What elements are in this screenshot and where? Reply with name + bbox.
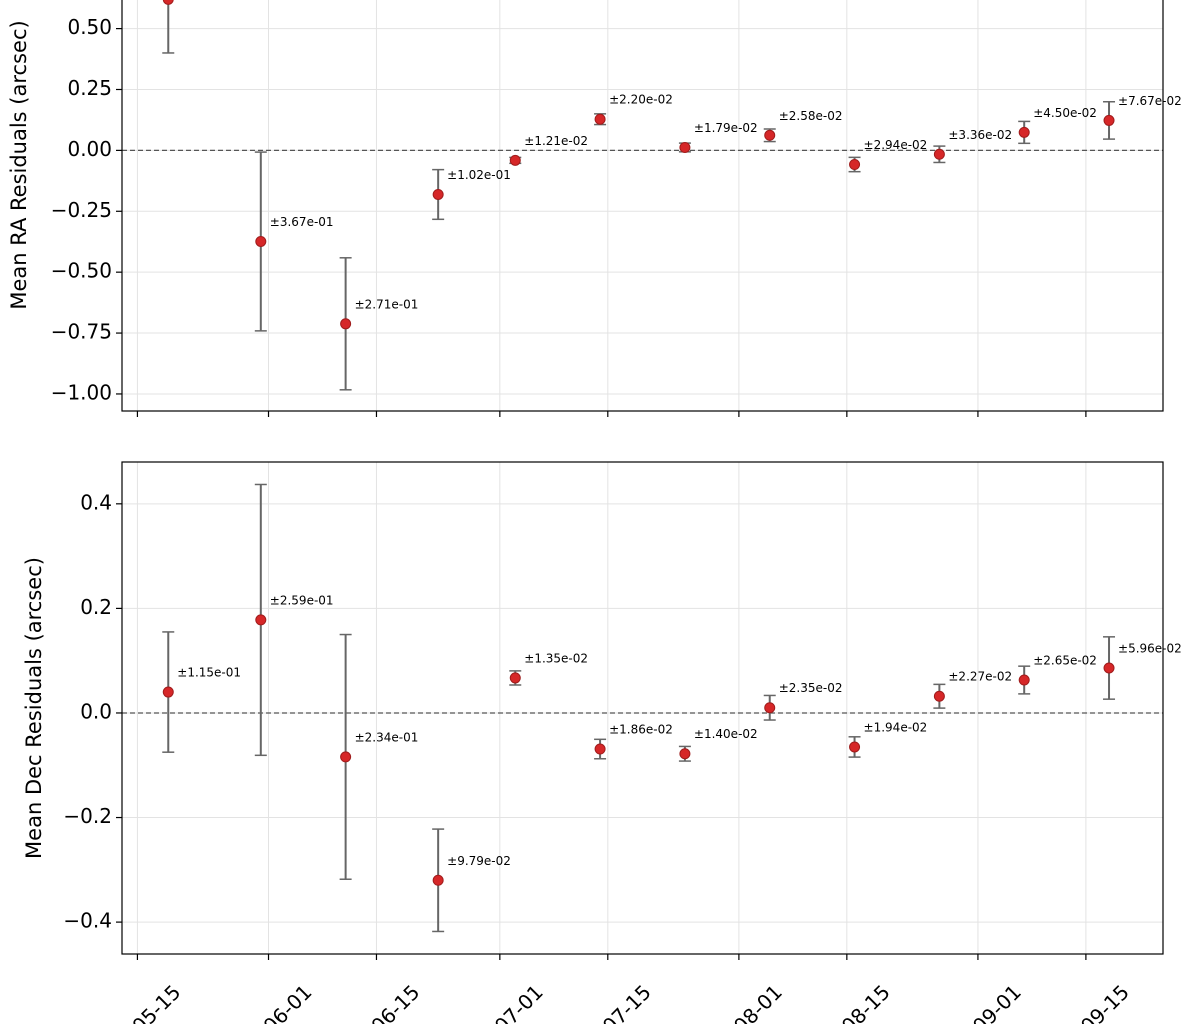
x-tick-label: 07-15 [598, 980, 656, 1024]
error-label: ±5.96e-02 [1118, 642, 1182, 656]
point [255, 614, 267, 626]
error-label: ±3.36e-02 [948, 128, 1012, 142]
point [594, 743, 606, 755]
error-label: ±1.86e-02 [609, 723, 673, 737]
y-tick-label: −0.2 [63, 804, 112, 828]
point [255, 235, 267, 247]
y-tick-label: −0.75 [51, 320, 112, 344]
point [1018, 674, 1030, 686]
error-label: ±2.59e-01 [270, 593, 334, 607]
point [509, 672, 521, 684]
point [849, 741, 861, 753]
x-tick-label: 09-15 [1076, 980, 1134, 1024]
y-tick-label: −0.50 [51, 259, 112, 283]
point [1018, 126, 1030, 138]
point [162, 0, 174, 5]
error-label: ±2.35e-02 [779, 681, 843, 695]
error-label: ±2.58e-02 [779, 109, 843, 123]
point [1103, 662, 1115, 674]
error-label: ±1.35e-02 [524, 651, 588, 665]
error-label: ±3.67e-01 [270, 215, 334, 229]
point [432, 188, 444, 200]
point [340, 751, 352, 763]
point [764, 702, 776, 714]
point [679, 748, 691, 760]
y-axis-label: Mean RA Residuals (arcsec) [7, 20, 31, 309]
y-tick-label: −0.25 [51, 198, 112, 222]
y-tick-label: −0.4 [63, 909, 112, 933]
plot-frame [121, 461, 1164, 955]
plot-frame [121, 0, 1164, 412]
error-label: ±1.40e-02 [694, 727, 758, 741]
point [933, 148, 945, 160]
error-label: ±2.20e-02 [609, 93, 673, 107]
y-tick-label: 0.4 [80, 490, 112, 514]
error-label: ±4.50e-02 [1033, 106, 1097, 120]
error-label: ±1.02e-01 [447, 168, 511, 182]
point [162, 686, 174, 698]
point [432, 874, 444, 886]
point [594, 113, 606, 125]
point [340, 318, 352, 330]
y-tick-label: 0.0 [80, 699, 112, 723]
x-tick-label: 08-01 [729, 980, 787, 1024]
point [849, 159, 861, 171]
error-label: ±2.71e-01 [355, 297, 419, 311]
x-tick-label: 06-01 [258, 980, 316, 1024]
error-label: ±1.15e-01 [177, 666, 241, 680]
point [1103, 114, 1115, 126]
error-label: ±1.21e-02 [524, 134, 588, 148]
error-label: ±9.79e-02 [447, 854, 511, 868]
y-axis-label: Mean Dec Residuals (arcsec) [22, 557, 46, 859]
y-tick-label: −1.00 [51, 380, 112, 404]
x-tick-label: 05-15 [127, 980, 185, 1024]
point [509, 154, 521, 166]
y-tick-label: 0.25 [67, 76, 112, 100]
y-tick-label: 0.00 [67, 137, 112, 161]
error-label: ±2.94e-02 [864, 138, 928, 152]
error-label: ±7.67e-02 [1118, 94, 1182, 108]
x-tick-label: 08-15 [837, 980, 895, 1024]
point [679, 141, 691, 153]
x-tick-label: 09-01 [968, 980, 1026, 1024]
point [764, 129, 776, 141]
error-label: ±1.79e-02 [694, 121, 758, 135]
y-tick-label: 0.50 [67, 15, 112, 39]
error-label: ±2.65e-02 [1033, 654, 1097, 668]
error-label: ±1.94e-02 [864, 720, 928, 734]
error-label: ±2.34e-01 [355, 730, 419, 744]
x-tick-label: 06-15 [366, 980, 424, 1024]
error-label: ±2.27e-02 [948, 670, 1012, 684]
x-tick-label: 07-01 [490, 980, 548, 1024]
y-tick-label: 0.2 [80, 595, 112, 619]
point [933, 690, 945, 702]
